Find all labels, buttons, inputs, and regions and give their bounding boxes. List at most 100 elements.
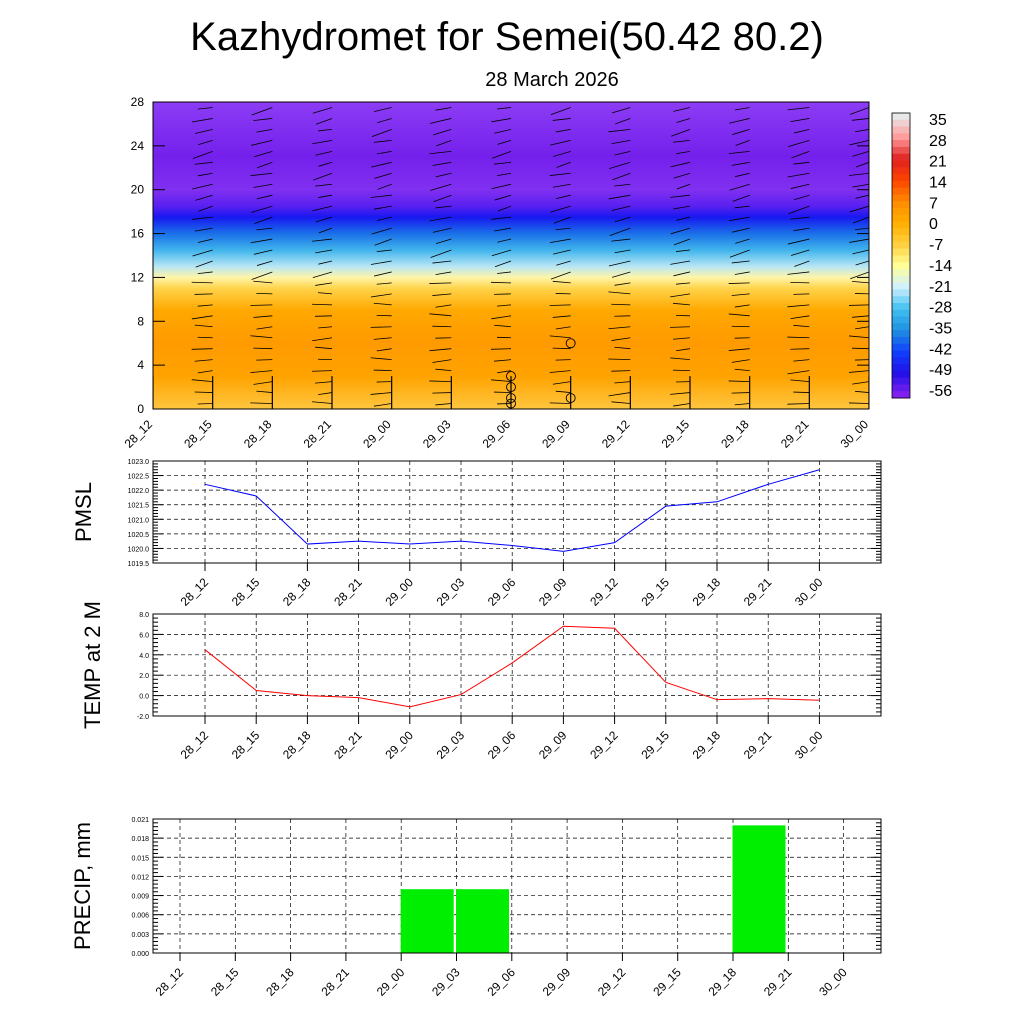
colorbar-swatch xyxy=(892,221,910,229)
calm-marker xyxy=(506,371,516,382)
cross-section-y-axis: 0 4 8 12 16 20 24 28 xyxy=(131,95,869,416)
wind-barb xyxy=(852,249,869,255)
colorbar-swatch xyxy=(892,167,910,175)
wind-barb xyxy=(670,293,691,298)
wind-barb xyxy=(728,216,750,222)
wind-barb xyxy=(250,238,273,244)
wind-barb xyxy=(848,402,869,404)
colorbar-swatch xyxy=(892,384,910,392)
wind-barb xyxy=(494,359,512,362)
wind-barb xyxy=(313,172,333,181)
wind-barb xyxy=(373,139,392,143)
wind-barb xyxy=(315,381,333,384)
wind-barb xyxy=(429,348,452,352)
y-tick-label: 20 xyxy=(131,183,145,197)
y-tick-label: 0.003 xyxy=(131,932,149,939)
wind-barb xyxy=(491,249,512,257)
wind-barb xyxy=(197,107,213,110)
wind-barb xyxy=(609,227,631,237)
wind-barb xyxy=(250,172,273,177)
wind-barb xyxy=(314,315,333,317)
wind-barb xyxy=(192,183,213,190)
wind-barb xyxy=(556,260,571,266)
wind-barb xyxy=(315,118,333,125)
wind-barb xyxy=(549,304,571,306)
wind-barb xyxy=(198,205,213,212)
wind-barb xyxy=(194,227,213,232)
colorbar-swatch xyxy=(892,262,910,270)
colorbar-swatch xyxy=(892,126,910,134)
wind-barb xyxy=(197,271,213,274)
wind-barb xyxy=(790,216,810,220)
y-tick-label: 0.006 xyxy=(131,913,149,920)
wind-barb xyxy=(614,216,631,223)
wind-barb xyxy=(370,194,392,198)
wind-barb xyxy=(318,194,333,198)
wind-barb xyxy=(491,183,512,190)
colorbar-swatch xyxy=(892,296,910,304)
wind-barb xyxy=(191,281,213,284)
wind-barb xyxy=(849,139,869,146)
wind-barb xyxy=(250,402,273,404)
wind-barb xyxy=(734,107,750,111)
x-tick-label: 29_09 xyxy=(540,965,574,999)
wind-barb xyxy=(376,282,392,285)
x-tick-label: 29_18 xyxy=(718,417,752,451)
wind-barb xyxy=(318,292,333,295)
wind-barb xyxy=(615,118,631,125)
wind-barb xyxy=(253,315,273,318)
wind-barb xyxy=(732,194,750,202)
colorbar-label: 21 xyxy=(929,154,947,171)
wind-barb xyxy=(494,324,512,328)
wind-barb xyxy=(435,107,452,111)
wind-barb xyxy=(433,194,452,203)
wind-barb xyxy=(376,348,392,352)
wind-barb xyxy=(614,381,631,384)
wind-barb xyxy=(612,172,631,181)
wind-barb xyxy=(153,260,154,262)
precip-bars xyxy=(400,825,786,953)
pmsl-series-line xyxy=(204,469,820,552)
wind-barb xyxy=(370,326,392,328)
wind-barb xyxy=(728,313,750,317)
x-tick-label: 29_21 xyxy=(741,575,775,609)
x-tick-label: 29_03 xyxy=(434,575,468,609)
wind-barb xyxy=(311,303,333,306)
wind-barb xyxy=(787,238,810,245)
wind-barb xyxy=(670,392,691,395)
temp-frame xyxy=(152,613,882,717)
wind-barb xyxy=(849,172,869,176)
x-tick-label: 29_09 xyxy=(536,728,570,762)
wind-barb xyxy=(670,227,691,235)
wind-barb xyxy=(435,172,452,178)
wind-barb xyxy=(253,381,273,385)
wind-barb xyxy=(552,183,571,188)
wind-barb xyxy=(676,118,691,123)
wind-barb xyxy=(435,205,452,209)
x-tick-label: 30_00 xyxy=(792,575,826,609)
colorbar-label: 7 xyxy=(929,195,938,212)
wind-barb xyxy=(676,249,691,252)
colorbar-label: -21 xyxy=(929,279,952,296)
x-tick-label: 29_03 xyxy=(429,965,463,999)
wind-barb xyxy=(376,216,392,221)
wind-barb xyxy=(790,315,810,320)
wind-barb xyxy=(734,368,750,372)
wind-barb xyxy=(370,392,392,395)
colorbar-swatches xyxy=(891,112,911,399)
x-tick-label: 29_06 xyxy=(484,965,518,999)
wind-barb xyxy=(250,335,273,339)
wind-barb xyxy=(676,216,691,221)
x-tick-label: 29_09 xyxy=(539,417,573,451)
wind-barb xyxy=(253,183,273,188)
wind-barb xyxy=(435,271,452,276)
wind-barb xyxy=(153,337,154,339)
wind-barb xyxy=(318,161,333,167)
y-tick-label: 0.021 xyxy=(131,817,149,824)
wind-barb xyxy=(855,227,869,231)
x-tick-label: 29_18 xyxy=(690,728,724,762)
wind-barb xyxy=(614,183,631,187)
wind-barb xyxy=(429,282,452,284)
x-tick-label: 29_18 xyxy=(706,965,740,999)
wind-barb xyxy=(553,216,571,224)
